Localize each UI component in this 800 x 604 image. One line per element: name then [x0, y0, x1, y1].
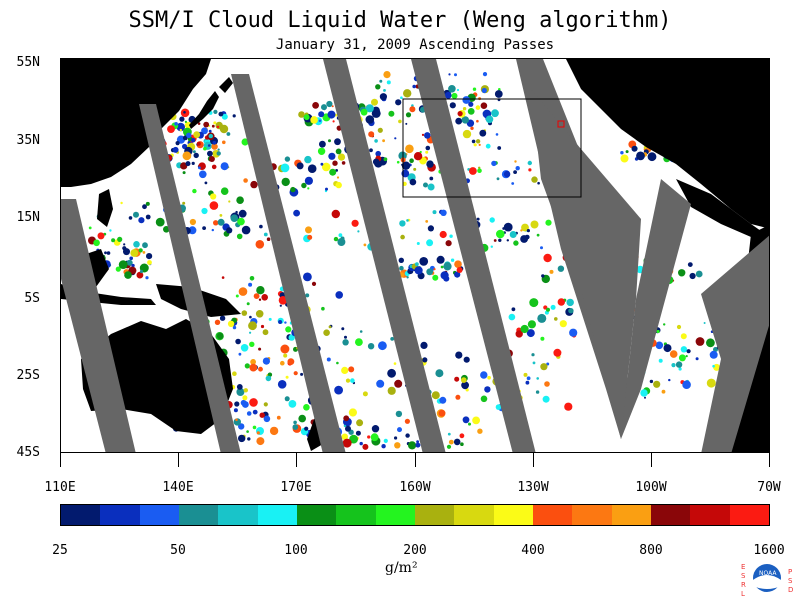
lat-label-35n: 35N	[16, 133, 40, 148]
land-japan-north	[219, 77, 233, 93]
colorbar-segment	[178, 505, 219, 525]
colorbar-segment	[375, 505, 415, 525]
land-philippines	[97, 189, 113, 227]
colorbar-segment	[218, 505, 258, 525]
swath-gap-9	[701, 235, 769, 452]
swath-gap-5	[411, 59, 536, 452]
colorbar-segment	[729, 505, 769, 525]
station-marker	[557, 120, 565, 128]
lat-label-55n: 55N	[16, 55, 40, 70]
lon-label-130w: 130W	[517, 480, 549, 495]
swath-gaps	[61, 59, 769, 452]
lon-label-140e: 140E	[162, 480, 194, 495]
colorbar-units: g/m²	[385, 560, 418, 576]
lat-label-25s: 25S	[16, 368, 40, 383]
colorbar-segment	[532, 505, 573, 525]
logo-letter-s: S	[741, 572, 746, 580]
swath-gap-8	[621, 179, 691, 439]
colorbar-label-200: 200	[403, 543, 427, 558]
map-title: SSM/I Cloud Liquid Water (Weng algorithm…	[128, 8, 672, 33]
lon-label-160w: 160W	[399, 480, 431, 495]
colorbar-segment	[690, 505, 730, 525]
swath-gap-4	[323, 59, 446, 452]
swath-gap-3	[231, 74, 346, 452]
analysis-box	[402, 98, 582, 198]
land-asia	[61, 59, 211, 187]
noaa-esrl-psd-logo: E S R L NOAA P S D	[738, 560, 796, 600]
logo-letter-d: D	[788, 586, 793, 594]
lon-tick	[60, 453, 61, 467]
swath-gap-1	[61, 199, 136, 452]
lon-tick	[769, 453, 770, 467]
map-canvas	[60, 58, 770, 453]
colorbar-segment	[100, 505, 140, 525]
logo-letter-s2: S	[788, 577, 793, 585]
lon-label-110e: 110E	[44, 480, 76, 495]
colorbar-label-400: 400	[521, 543, 545, 558]
colorbar-label-25: 25	[52, 543, 68, 558]
lon-label-170e: 170E	[280, 480, 312, 495]
colorbar-segment	[296, 505, 337, 525]
logo-letter-l: L	[741, 590, 745, 598]
colorbar-label-100: 100	[284, 543, 308, 558]
lon-tick	[651, 453, 652, 467]
lon-tick	[178, 453, 179, 467]
cloud-water-map	[61, 59, 769, 452]
colorbar-segment	[257, 505, 297, 525]
colorbar	[60, 504, 770, 526]
colorbar-segment	[650, 505, 691, 525]
land-central-america	[676, 179, 761, 237]
logo-letter-e: E	[741, 563, 745, 571]
lon-tick	[415, 453, 416, 467]
colorbar-label-50: 50	[170, 543, 186, 558]
logo-letter-p: P	[788, 568, 792, 576]
colorbar-segment	[61, 505, 101, 525]
colorbar-label-1600: 1600	[753, 543, 785, 558]
land-japan	[189, 91, 219, 129]
swath-gap-7	[531, 89, 641, 439]
lon-label-70w: 70W	[757, 480, 781, 495]
colorbar-segment	[336, 505, 376, 525]
logo-letter-r: R	[741, 581, 746, 589]
colorbar-segment	[414, 505, 455, 525]
colorbar-segment	[611, 505, 651, 525]
colorbar-segment	[454, 505, 494, 525]
map-subtitle: January 31, 2009 Ascending Passes	[275, 37, 555, 53]
lat-label-5s: 5S	[24, 291, 40, 306]
colorbar-segment	[572, 505, 612, 525]
colorbar-segment	[493, 505, 533, 525]
lat-label-15n: 15N	[16, 210, 40, 225]
lat-label-45s: 45S	[16, 445, 40, 460]
colorbar-label-800: 800	[639, 543, 663, 558]
swath-gap-2	[139, 104, 241, 452]
svg-text:NOAA: NOAA	[759, 570, 777, 577]
colorbar-segment	[139, 505, 179, 525]
lon-tick	[533, 453, 534, 467]
land-north-america	[566, 59, 769, 229]
lon-tick	[296, 453, 297, 467]
lon-label-100w: 100W	[635, 480, 667, 495]
